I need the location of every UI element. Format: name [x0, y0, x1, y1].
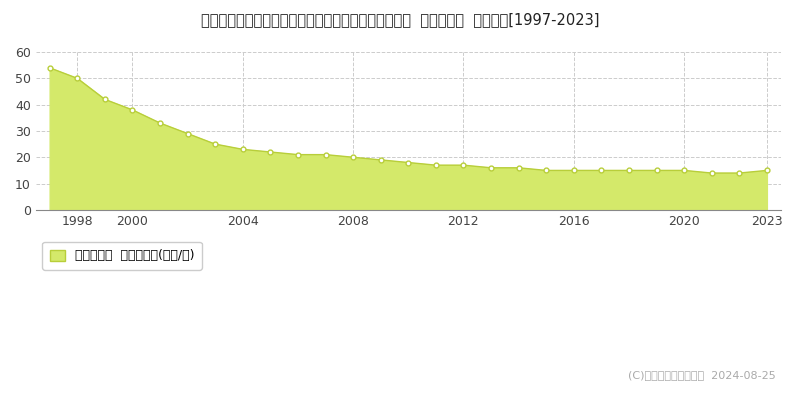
Text: 埼玉県比企郡小川町大字大塚字春日井戸２４１番２外  基準地価格  地価推移[1997-2023]: 埼玉県比企郡小川町大字大塚字春日井戸２４１番２外 基準地価格 地価推移[1997…	[201, 12, 599, 27]
Legend: 基準地価格  平均坪単価(万円/坪): 基準地価格 平均坪単価(万円/坪)	[42, 242, 202, 270]
Text: (C)土地価格ドットコム  2024-08-25: (C)土地価格ドットコム 2024-08-25	[628, 370, 776, 380]
